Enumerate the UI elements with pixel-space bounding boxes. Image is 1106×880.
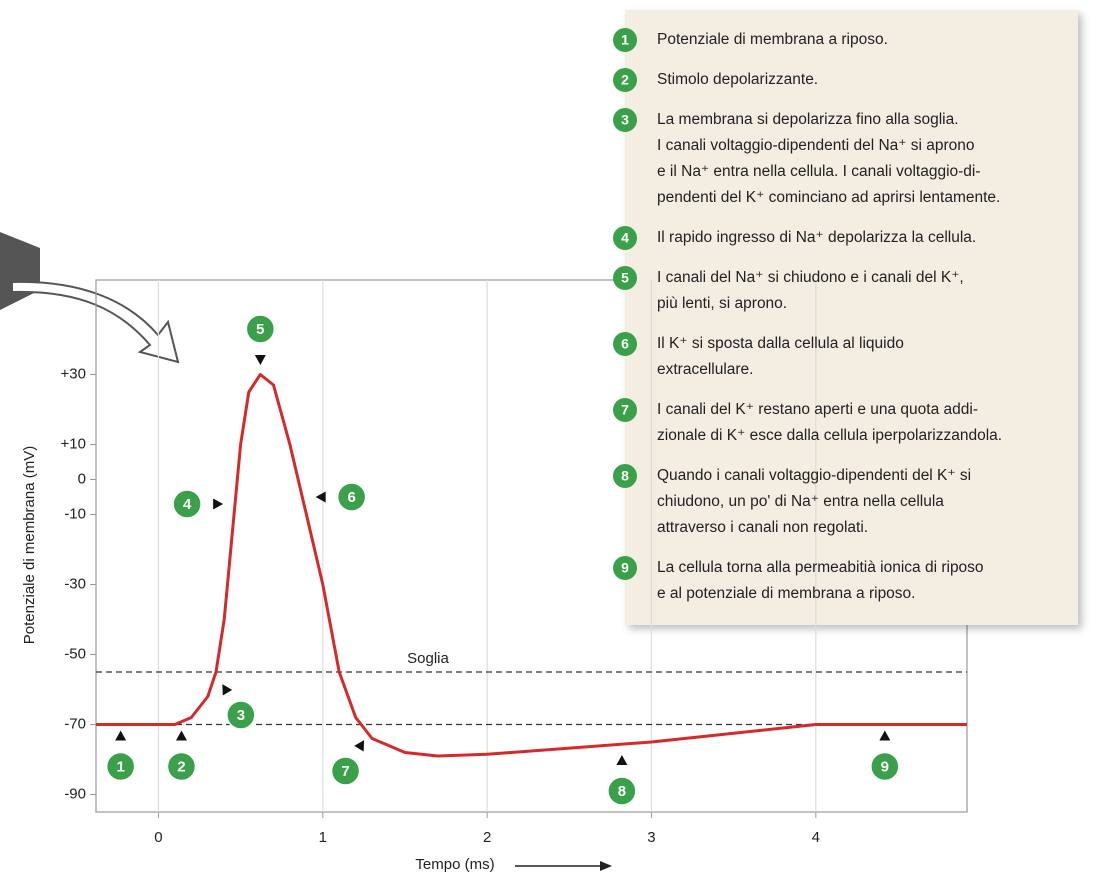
marker-arrow <box>879 730 891 741</box>
note-line: attraverso i canali non regolati. <box>657 519 868 536</box>
note-number: 2 <box>621 72 629 88</box>
threshold-label: Soglia <box>407 650 449 667</box>
marker-number: 7 <box>341 763 349 780</box>
note-badge <box>613 28 637 52</box>
series-line <box>96 373 967 758</box>
note-number: 8 <box>621 468 629 484</box>
marker-badge <box>330 756 361 786</box>
note-badge <box>613 556 637 580</box>
marker-badge <box>607 776 637 806</box>
x-tick-label: 4 <box>812 829 820 846</box>
marker-badge <box>166 751 197 782</box>
note-line: Quando i canali voltaggio-dipendenti del… <box>657 467 971 484</box>
note-number: 4 <box>621 230 629 246</box>
note-badge <box>613 226 637 250</box>
y-tick-label: +10 <box>61 435 86 452</box>
note-badge <box>613 266 637 290</box>
marker-number: 5 <box>256 321 264 338</box>
note-number: 5 <box>621 270 629 286</box>
y-tick-label: +30 <box>61 365 86 382</box>
note-badge <box>613 108 637 132</box>
note-number: 1 <box>621 32 629 48</box>
x-tick-label: 3 <box>647 829 655 846</box>
y-tick-label: 0 <box>78 470 86 487</box>
note-number: 3 <box>621 112 629 128</box>
marker-number: 1 <box>116 758 124 775</box>
y-tick-label: -30 <box>64 575 86 592</box>
x-axis-arrowhead <box>600 861 612 871</box>
note-line: Il rapido ingresso di Na⁺ depolarizza la… <box>657 229 976 246</box>
marker-number: 3 <box>237 707 245 724</box>
note-number: 6 <box>621 336 629 352</box>
note-line: Stimolo depolarizzante. <box>657 71 818 88</box>
y-tick-label: -10 <box>64 505 86 522</box>
notes-box <box>625 10 1078 625</box>
note-line: zionale di K⁺ esce dalla cellula iperpol… <box>657 427 1002 444</box>
marker-badge <box>336 482 367 512</box>
marker-number: 2 <box>177 758 185 775</box>
note-line: più lenti, si aprono. <box>657 295 787 312</box>
note-badge <box>613 68 637 92</box>
marker-number: 9 <box>881 758 889 775</box>
marker-arrow <box>175 730 187 741</box>
note-number: 9 <box>621 560 629 576</box>
note-badge <box>613 398 637 422</box>
marker-arrow <box>315 491 326 503</box>
note-line: I canali del K⁺ restano aperti e una quo… <box>657 401 978 418</box>
marker-badge <box>870 751 900 782</box>
note-line: e il Na⁺ entra nella cellula. I canali v… <box>657 163 981 180</box>
note-line: extracellulare. <box>657 361 754 378</box>
marker-number: 8 <box>618 783 626 800</box>
marker-arrow <box>616 755 628 765</box>
x-tick-label: 1 <box>319 829 327 846</box>
note-line: Potenziale di membrana a riposo. <box>657 31 888 48</box>
note-line: La cellula torna alla permeabitià ionica… <box>657 559 984 576</box>
note-line: I canali del Na⁺ si chiudono e i canali … <box>657 269 964 286</box>
marker-badge <box>245 314 276 344</box>
marker-badge <box>226 700 256 730</box>
note-badge <box>613 332 637 356</box>
y-tick-label: -90 <box>64 785 86 802</box>
y-tick-label: -50 <box>64 645 86 662</box>
marker-arrow <box>254 355 266 365</box>
y-tick-label: -70 <box>64 715 86 732</box>
decor-block <box>0 232 40 310</box>
note-number: 7 <box>621 402 629 418</box>
marker-badge <box>105 751 136 782</box>
note-line: I canali voltaggio-dipendenti del Na⁺ si… <box>657 137 975 154</box>
note-line: chiudono, un po' di Na⁺ entra nella cell… <box>657 493 944 510</box>
notes-list: 1 Potenziale di membrana a riposo. 2 Stimol… <box>613 28 1002 602</box>
marker-number: 6 <box>347 489 355 506</box>
note-line: e al potenziale di membrana a riposo. <box>657 585 915 602</box>
marker-number: 4 <box>183 496 192 513</box>
x-tick-label: 2 <box>483 829 491 846</box>
x-axis-label: Tempo (ms) <box>415 856 494 873</box>
decor-arrow <box>11 280 180 364</box>
marker-arrow <box>354 740 365 752</box>
note-line: Il K⁺ si sposta dalla cellula al liquido <box>657 335 904 352</box>
marker-arrow <box>222 684 233 696</box>
y-axis-label: Potenziale di membrana (mV) <box>21 446 38 644</box>
x-tick-label: 0 <box>154 829 162 846</box>
marker-arrow <box>115 730 127 741</box>
note-line: La membrana si depolarizza fino alla sog… <box>657 111 959 128</box>
note-line: pendenti del K⁺ cominciano ad aprirsi le… <box>657 189 1000 206</box>
marker-arrow <box>213 498 224 510</box>
note-badge <box>613 464 637 488</box>
marker-badge <box>172 489 202 519</box>
